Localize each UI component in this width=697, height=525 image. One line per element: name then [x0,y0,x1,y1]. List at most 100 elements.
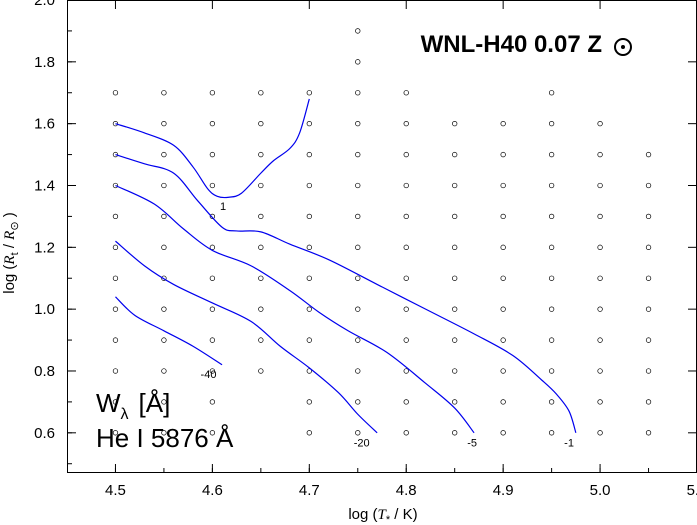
model-point [452,337,458,343]
model-point [452,275,458,281]
x-tick-label: 4.6 [202,482,223,499]
x-tick-label: 4.9 [493,482,514,499]
model-point [548,430,555,436]
model-point [548,121,555,127]
model-point [645,430,652,436]
axis-ticks: 4.5 4.6 4.7 4.8 4.9 5.0 5.1 0.6 0.8 1.0 1.2 1.4 1.6 1… [34,0,697,499]
model-point [258,121,264,127]
x-tick-label: 5.0 [590,482,611,499]
model-point [112,90,119,96]
model-point [548,368,555,374]
y-tick-label: 1.8 [34,54,55,71]
model-point [500,213,506,220]
model-point [355,121,361,127]
model-point [597,337,603,343]
model-point [258,90,264,96]
x-tick-label: 4.5 [105,482,126,499]
model-point [161,90,167,96]
sun-symbol [614,38,632,56]
model-point [306,337,312,343]
model-point [306,90,312,96]
model-point [645,368,652,374]
model-point [500,430,506,436]
model-point [355,213,361,220]
contour-line--20 [115,240,378,434]
model-point [452,182,458,189]
y-title-text: log ( [1,265,18,294]
model-point [500,337,506,343]
model-point [597,368,603,374]
model-point [112,275,119,281]
model-point [306,182,312,189]
model-point [355,151,361,158]
y-title-text: ) [1,212,18,221]
contour-line--1 [115,154,577,433]
model-point [306,121,312,127]
model-point [355,399,361,405]
model-point [597,244,603,250]
model-point [403,151,409,158]
contour-line-1 [115,98,310,199]
y-tick-label: 2.0 [34,0,55,9]
model-point [645,337,652,343]
model-point [597,430,603,436]
model-point [548,182,555,189]
model-point [452,306,458,312]
model-point [452,368,458,374]
model-point [258,337,264,343]
model-point [645,182,652,189]
model-point [355,28,361,34]
y-tick-label: 0.6 [34,425,55,442]
model-point [452,121,458,127]
model-point [500,182,506,189]
chart-title: WNL-H40 0.07 Z [421,31,602,58]
model-point [403,399,409,405]
model-point [548,337,555,343]
model-point [403,430,409,436]
model-point [597,182,603,189]
model-point [306,213,312,220]
model-point [161,213,167,220]
model-point [209,337,216,343]
model-point [500,399,506,405]
contour-label: 1 [220,201,226,213]
model-point [258,151,264,158]
model-point [500,244,506,250]
model-point [403,368,409,374]
model-point [403,90,409,96]
y-title-subscript: ⊙ [9,221,21,230]
model-point [209,306,216,312]
model-point [112,121,119,127]
contour-label: -40 [201,369,217,381]
contour-label: -5 [467,438,477,450]
model-point [597,121,603,127]
model-point [500,275,506,281]
model-point [209,151,216,158]
model-point [209,399,216,405]
model-point [161,399,167,405]
measure-w: W [96,388,121,418]
model-point [597,151,603,158]
model-point [258,306,264,312]
model-point [112,337,119,343]
model-point [161,275,167,281]
model-point [548,306,555,312]
model-point [258,213,264,220]
model-point [209,121,216,127]
model-point [306,275,312,281]
x-tick-label: 5.1 [687,482,697,499]
model-point [355,90,361,96]
model-point [306,151,312,158]
model-point [452,399,458,405]
model-point [258,368,264,374]
model-point [112,368,119,374]
model-point [161,182,167,189]
model-point [403,213,409,220]
model-point [209,90,216,96]
model-point [306,399,312,405]
model-point [258,182,264,189]
model-point [355,275,361,281]
model-point [403,306,409,312]
